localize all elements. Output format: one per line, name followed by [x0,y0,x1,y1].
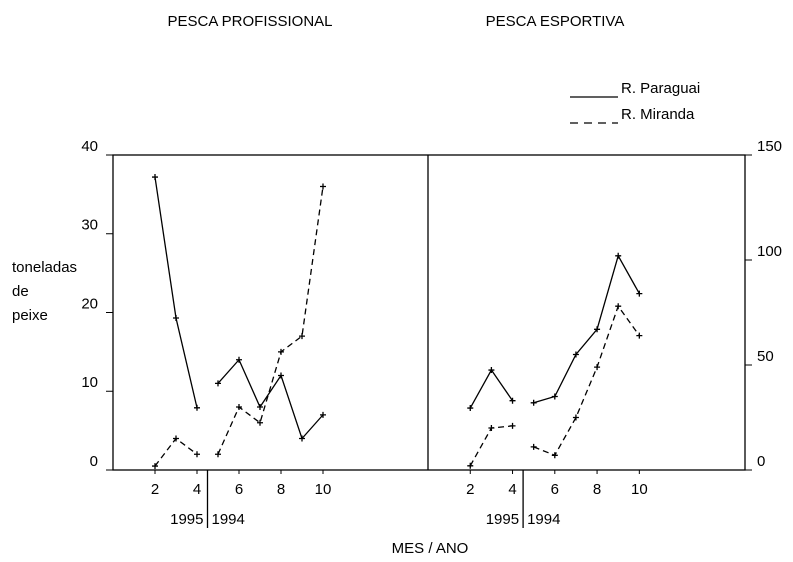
series-line [469,425,513,467]
y-tick-label: 0 [90,453,98,470]
series-line [533,304,640,457]
x-tick-label: 4 [508,481,516,498]
series-line [154,437,198,467]
series-line [217,358,324,440]
y-tick-label: 30 [81,217,98,234]
x-tick-label: 8 [277,481,285,498]
x-tick-label: 2 [466,481,474,498]
y2-tick-label: 0 [757,453,765,470]
panel-title: PESCA ESPORTIVA [486,13,625,30]
legend-label: R. Paraguai [621,80,700,97]
y-axis-label: peixe [12,307,48,324]
panel-title: PESCA PROFISSIONAL [167,13,332,30]
series-line [154,176,198,408]
plot-frame [112,154,746,471]
x-tick-label: 8 [593,481,601,498]
point-marker [152,463,158,470]
y2-tick-label: 150 [757,138,782,155]
series-line [469,368,514,409]
period-label: 1994 [212,511,245,528]
series-line [533,254,640,404]
x-tick-label: 10 [631,481,648,498]
y2-tick-label: 100 [757,243,782,260]
x-tick-label: 10 [315,481,332,498]
y-tick-label: 20 [81,295,98,312]
series-line [217,186,324,455]
point-marker [257,419,263,426]
y-tick-label: 40 [81,138,98,155]
point-marker [320,183,326,190]
y2-tick-label: 50 [757,348,774,365]
y-tick-label: 10 [81,374,98,391]
y-axis-label: de [12,283,29,300]
period-label: 1995 [170,511,203,528]
x-tick-label: 4 [193,481,201,498]
x-tick-label: 6 [235,481,243,498]
legend-label: R. Miranda [621,106,695,123]
point-marker [572,414,579,421]
x-tick-label: 2 [151,481,159,498]
period-label: 1995 [486,511,519,528]
y-axis-label: toneladas [12,259,77,276]
x-axis-label: MES / ANO [392,540,469,557]
period-label: 1994 [527,511,560,528]
x-tick-label: 6 [551,481,559,498]
